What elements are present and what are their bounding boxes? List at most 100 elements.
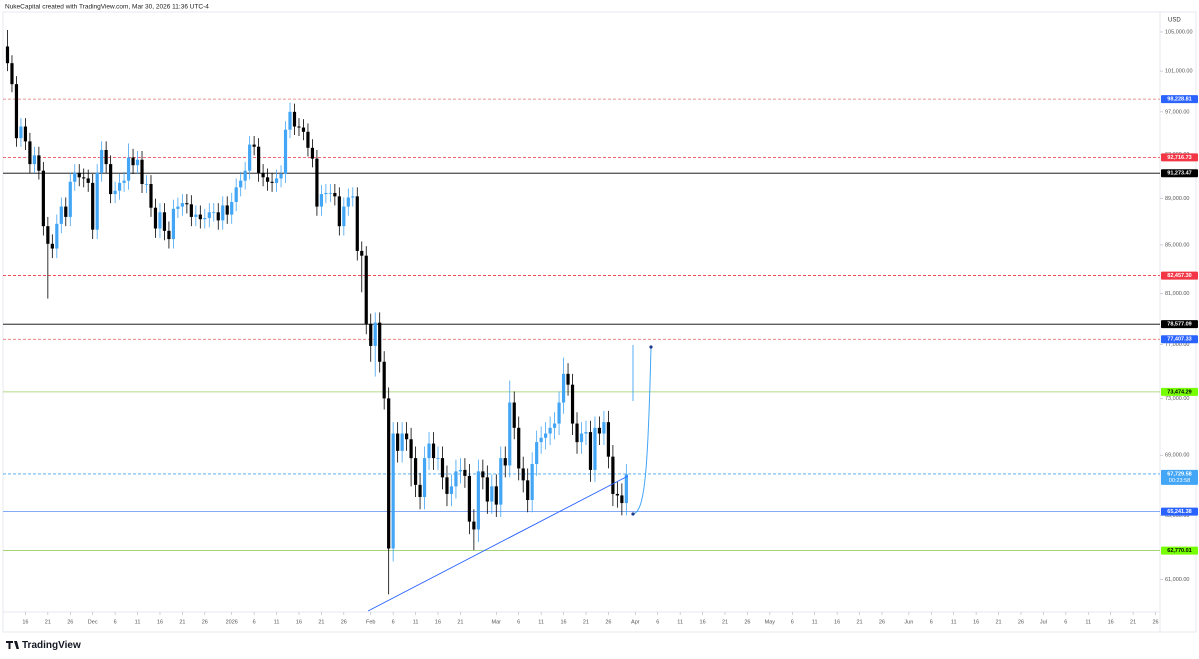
candle-body xyxy=(180,203,184,207)
candle-body xyxy=(288,111,292,130)
candle-body xyxy=(355,196,359,251)
header: NukeCapital created with TradingView.com… xyxy=(5,4,209,11)
x-tick-label: 16 xyxy=(973,619,979,625)
x-tick-label: 6 xyxy=(791,619,794,625)
candle-body xyxy=(28,141,32,165)
x-tick-label: 21 xyxy=(856,619,862,625)
candle-body xyxy=(59,206,63,224)
price-label-box xyxy=(1161,95,1198,104)
x-tick-label: 11 xyxy=(951,619,957,625)
candle-body xyxy=(387,398,391,549)
candle-body xyxy=(270,181,274,183)
x-tick-label: 16 xyxy=(1108,619,1114,625)
candle-body xyxy=(274,178,279,183)
x-tick-label: 11 xyxy=(1085,619,1091,625)
x-tick-label: 6 xyxy=(253,619,256,625)
x-tick-label: 26 xyxy=(1018,619,1024,625)
candle-body xyxy=(544,433,548,438)
candle-body xyxy=(611,456,615,494)
candle-body xyxy=(391,433,395,549)
x-tick-label: 11 xyxy=(677,619,683,625)
x-tick-label: 26 xyxy=(1152,619,1158,625)
x-tick-label: 11 xyxy=(135,619,141,625)
candle-body xyxy=(342,206,346,227)
candle-body xyxy=(292,111,297,127)
candle-body xyxy=(252,144,256,147)
candle-body xyxy=(615,493,619,496)
candle-body xyxy=(405,433,409,440)
price-label: 73,474.29 xyxy=(1167,389,1191,395)
candle-body xyxy=(257,146,261,173)
price-label: 77,407.33 xyxy=(1167,337,1191,343)
candle-body xyxy=(243,170,247,181)
x-tick-label: 11 xyxy=(538,619,544,625)
y-tick-label: 81,000.00 xyxy=(1165,291,1189,297)
x-tick-label: Apr xyxy=(631,619,640,625)
candle-body xyxy=(113,190,117,195)
x-tick-label: Mar xyxy=(492,619,502,625)
candle-body xyxy=(104,149,108,165)
candle-body xyxy=(221,205,225,221)
price-label-box xyxy=(1161,546,1198,555)
x-tick-label: 21 xyxy=(995,619,1001,625)
y-tick-label: 69,000.00 xyxy=(1165,453,1189,459)
projection-point xyxy=(649,345,653,349)
candle-body xyxy=(86,178,90,183)
y-tick-label: 105,000.00 xyxy=(1165,29,1193,35)
candle-body xyxy=(418,484,422,497)
candle-body xyxy=(539,437,543,443)
candle-body xyxy=(261,172,265,178)
candle-body xyxy=(512,402,516,428)
candle-body xyxy=(351,196,355,198)
price-label-box xyxy=(1161,507,1198,516)
candle-body xyxy=(198,214,202,220)
candle-body xyxy=(431,443,436,459)
x-tick-label: 21 xyxy=(722,619,728,625)
candle-body xyxy=(55,223,59,249)
price-label-box xyxy=(1161,320,1198,329)
x-tick-label: 11 xyxy=(274,619,280,625)
candle-body xyxy=(413,458,418,485)
price-label: 91,273.47 xyxy=(1167,171,1191,177)
candle-body xyxy=(73,172,77,182)
candle-body xyxy=(167,230,171,240)
candle-body xyxy=(597,427,602,434)
x-tick-label: 21 xyxy=(1130,619,1136,625)
x-tick-label: 21 xyxy=(318,619,324,625)
candle-body xyxy=(171,208,176,240)
x-tick-label: Dec xyxy=(88,619,98,625)
candle-body xyxy=(279,174,283,179)
candle-body xyxy=(207,212,211,219)
candle-body xyxy=(570,384,575,424)
candle-body xyxy=(436,458,440,459)
candle-body xyxy=(234,187,238,203)
candle-body xyxy=(82,177,86,179)
candle-body xyxy=(588,432,593,470)
x-tick-label: May xyxy=(765,619,776,625)
candle-body xyxy=(557,402,561,424)
trend-line xyxy=(367,475,629,612)
candle-body xyxy=(64,206,68,217)
candle-body xyxy=(346,197,350,207)
price-label-box xyxy=(1161,271,1198,280)
price-label: 82,457.30 xyxy=(1167,273,1191,279)
candle-body xyxy=(91,182,95,230)
candle-body xyxy=(230,202,234,215)
x-tick-label: 16 xyxy=(560,619,566,625)
x-tick-label: 6 xyxy=(392,619,395,625)
candle-body xyxy=(373,322,377,346)
candle-body xyxy=(68,181,72,217)
candle-body xyxy=(225,205,229,215)
candle-body xyxy=(117,182,122,191)
x-tick-label: 16 xyxy=(435,619,441,625)
candle-body xyxy=(10,63,14,85)
candle-body xyxy=(476,471,480,530)
candle-body xyxy=(333,192,337,197)
plot-area: 105,000.00101,000.0097,000.0093,000.0089… xyxy=(3,29,1198,625)
candle-body xyxy=(131,157,135,166)
x-tick-label: 16 xyxy=(834,619,840,625)
candle-body xyxy=(499,458,503,505)
candle-body xyxy=(95,172,99,230)
